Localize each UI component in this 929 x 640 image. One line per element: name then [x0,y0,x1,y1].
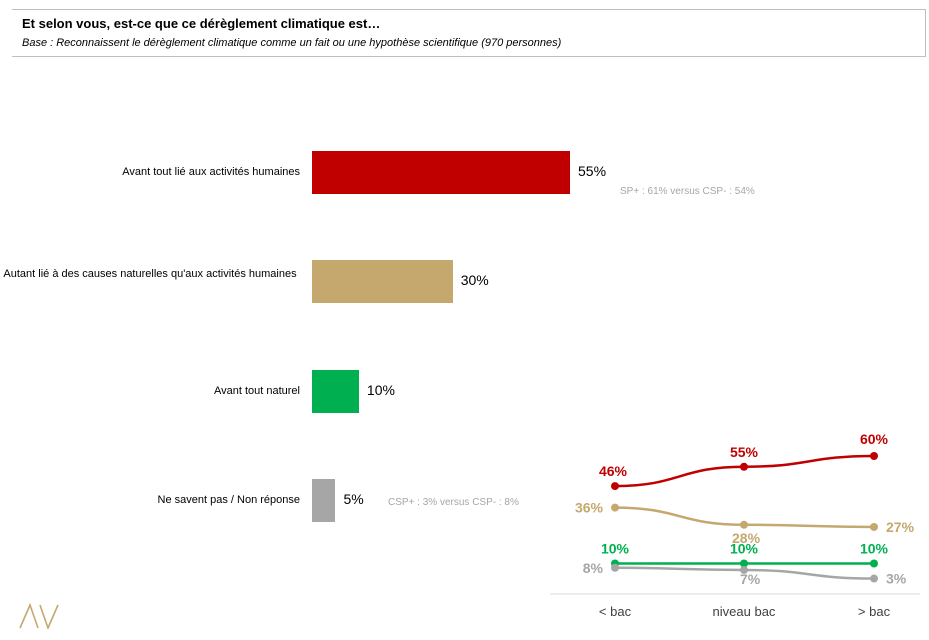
bar [312,479,336,522]
data-point [611,503,619,512]
chart-header: Et selon vous, est-ce que ce dérèglement… [12,9,926,57]
data-point [611,563,619,572]
bar [312,370,359,413]
category-label: Avant tout lié aux activités humaines [122,166,300,178]
chart-title: Et selon vous, est-ce que ce dérèglement… [22,16,381,31]
data-point [870,574,878,583]
data-label: 10% [860,541,889,557]
logo-icon [19,603,59,629]
data-label: 60% [860,431,889,447]
category-label: Avant tout naturel [213,385,300,397]
data-label: 7% [740,571,761,587]
chart-subtitle: Base : Reconnaissent le dérèglement clim… [22,37,562,49]
data-label: 8% [583,560,604,576]
data-point [870,559,878,568]
bar-value-label: 55% [578,163,607,179]
bar [312,151,570,194]
education-line-chart: < bac niveau bac > bac 46% 55% 60% 36% 28% 27% 10… [550,431,920,619]
data-point [740,559,748,568]
bar-value-label: 5% [343,491,364,507]
data-point [611,482,619,491]
data-label: 3% [886,571,907,587]
data-label: 10% [601,541,630,557]
data-point [740,462,748,471]
bar [312,260,453,303]
data-label: 36% [575,500,604,516]
data-label: 27% [886,519,915,535]
data-label: 10% [730,541,759,557]
data-point [870,452,878,460]
x-tick-label: < bac [599,604,632,619]
category-label: Ne savent pas / Non réponse [157,494,300,506]
bar-value-label: 10% [366,382,395,398]
data-label: 28% [732,530,761,546]
csp-note-nsp: CSP+ : 3% versus CSP- : 8% [388,497,519,508]
data-point [740,565,748,574]
data-label: 55% [730,444,759,460]
x-tick-label: niveau bac [713,604,776,619]
data-point [740,520,748,529]
bar-value-label: 30% [460,272,489,288]
data-label: 46% [599,463,628,479]
data-point [870,522,878,531]
x-tick-label: > bac [858,604,891,619]
series-line [614,454,875,488]
category-label: Autant lié à des causes naturelles qu'au… [3,268,297,280]
csp-note-humaines: SP+ : 61% versus CSP- : 54% [620,186,755,197]
